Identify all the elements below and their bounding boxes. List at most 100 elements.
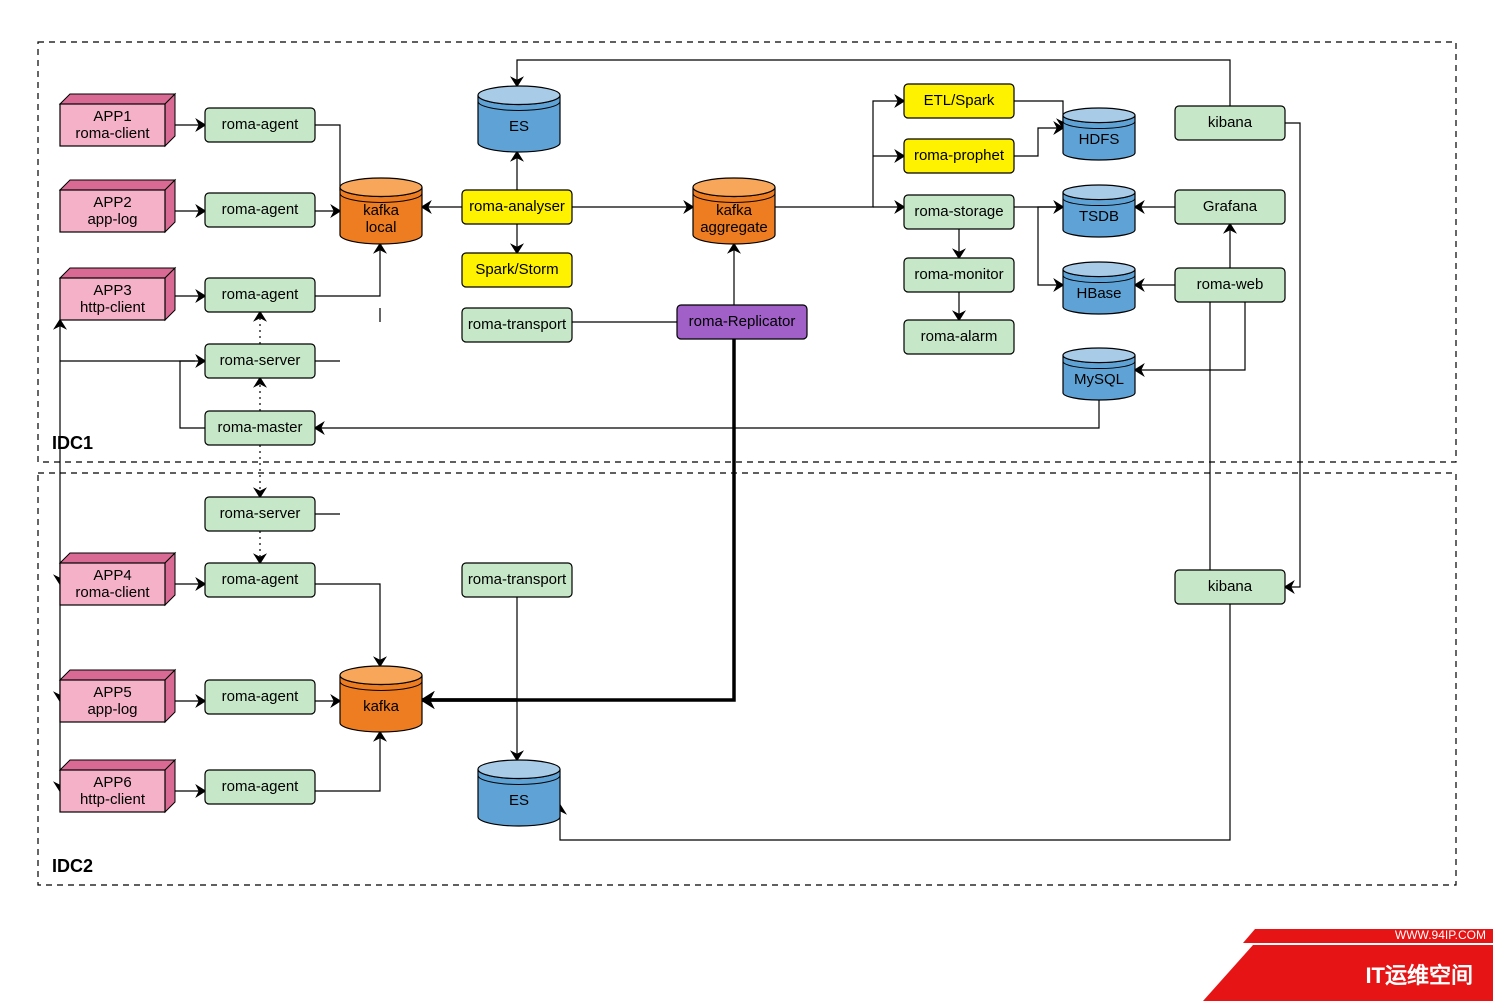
- node-server2: roma-server: [205, 497, 315, 531]
- svg-text:roma-agent: roma-agent: [222, 201, 300, 218]
- node-app2: APP2app-log: [60, 180, 175, 232]
- edge-36: [1210, 302, 1285, 587]
- node-replicator: roma-Replicator: [677, 305, 807, 339]
- edge-8: [315, 244, 380, 296]
- node-etlspark: ETL/Spark: [904, 84, 1014, 118]
- node-app6: APP6http-client: [60, 760, 175, 812]
- node-kafka2: kafka: [340, 666, 422, 732]
- svg-text:roma-agent: roma-agent: [222, 688, 300, 705]
- svg-text:local: local: [366, 219, 397, 236]
- node-app4: APP4roma-client: [60, 553, 175, 605]
- node-es2: ES: [478, 760, 560, 826]
- svg-text:app-log: app-log: [87, 701, 137, 718]
- svg-text:roma-agent: roma-agent: [222, 116, 300, 133]
- svg-text:roma-server: roma-server: [220, 505, 301, 522]
- node-hbase: HBase: [1063, 262, 1135, 314]
- svg-text:HBase: HBase: [1076, 285, 1121, 302]
- svg-text:WWW.94IP.COM: WWW.94IP.COM: [1395, 928, 1486, 942]
- node-tsdb: TSDB: [1063, 185, 1135, 237]
- node-es1: ES: [478, 86, 560, 152]
- svg-text:app-log: app-log: [87, 211, 137, 228]
- nodes-layer: APP1roma-clientAPP2app-logAPP3http-clien…: [60, 84, 1285, 826]
- svg-text:roma-client: roma-client: [75, 584, 150, 601]
- svg-text:roma-monitor: roma-monitor: [914, 266, 1003, 283]
- svg-text:ES: ES: [509, 118, 529, 135]
- node-transport2: roma-transport: [462, 563, 572, 597]
- svg-text:ETL/Spark: ETL/Spark: [924, 92, 995, 109]
- svg-text:roma-transport: roma-transport: [468, 571, 567, 588]
- svg-text:kafka: kafka: [363, 698, 400, 715]
- svg-text:roma-client: roma-client: [75, 125, 150, 142]
- edge-20: [1014, 101, 1063, 128]
- node-agent3: roma-agent: [205, 278, 315, 312]
- node-mysql: MySQL: [1063, 348, 1135, 400]
- svg-text:APP2: APP2: [93, 194, 131, 211]
- svg-text:APP3: APP3: [93, 282, 131, 299]
- svg-text:kibana: kibana: [1208, 578, 1253, 595]
- edge-30: [315, 584, 380, 666]
- node-transport1: roma-transport: [462, 308, 572, 342]
- node-agent1: roma-agent: [205, 108, 315, 142]
- node-romaweb: roma-web: [1175, 268, 1285, 302]
- node-master: roma-master: [205, 411, 315, 445]
- svg-text:roma-master: roma-master: [217, 419, 302, 436]
- node-app5: APP5app-log: [60, 670, 175, 722]
- svg-text:Grafana: Grafana: [1203, 198, 1258, 215]
- svg-text:APP6: APP6: [93, 774, 131, 791]
- svg-text:http-client: http-client: [80, 299, 146, 316]
- edge-35: [1285, 123, 1300, 587]
- edge-32: [315, 732, 380, 791]
- svg-text:aggregate: aggregate: [700, 219, 768, 236]
- svg-text:roma-agent: roma-agent: [222, 778, 300, 795]
- banner: WWW.94IP.COM IT运维空间: [1203, 928, 1493, 1001]
- svg-text:roma-analyser: roma-analyser: [469, 198, 565, 215]
- node-hdfs: HDFS: [1063, 108, 1135, 160]
- node-monitor: roma-monitor: [904, 258, 1014, 292]
- svg-text:MySQL: MySQL: [1074, 371, 1124, 388]
- node-grafana: Grafana: [1175, 190, 1285, 224]
- edge-21: [1014, 128, 1063, 156]
- edge-38: [422, 305, 734, 700]
- edge-6: [315, 125, 355, 190]
- node-server1: roma-server: [205, 344, 315, 378]
- edge-15: [775, 101, 904, 207]
- svg-text:roma-server: roma-server: [220, 352, 301, 369]
- svg-text:kafka: kafka: [363, 202, 400, 219]
- svg-text:ES: ES: [509, 792, 529, 809]
- edge-23: [1038, 207, 1063, 285]
- svg-text:APP1: APP1: [93, 108, 131, 125]
- node-agent6: roma-agent: [205, 770, 315, 804]
- node-app1: APP1roma-client: [60, 94, 175, 146]
- svg-text:kafka: kafka: [716, 202, 753, 219]
- svg-text:roma-storage: roma-storage: [914, 203, 1003, 220]
- svg-text:roma-web: roma-web: [1197, 276, 1264, 293]
- node-analyser: roma-analyser: [462, 190, 572, 224]
- edges-layer: [60, 60, 1300, 840]
- svg-text:roma-agent: roma-agent: [222, 286, 300, 303]
- node-alarm: roma-alarm: [904, 320, 1014, 354]
- node-sparkstorm: Spark/Storm: [462, 253, 572, 287]
- svg-text:HDFS: HDFS: [1079, 131, 1120, 148]
- svg-text:kibana: kibana: [1208, 114, 1253, 131]
- svg-text:roma-prophet: roma-prophet: [914, 147, 1005, 164]
- node-prophet: roma-prophet: [904, 139, 1014, 173]
- node-agent5: roma-agent: [205, 680, 315, 714]
- svg-text:IT运维空间: IT运维空间: [1365, 963, 1473, 988]
- node-app3: APP3http-client: [60, 268, 175, 320]
- diagram-root: IDC1IDC2APP1roma-clientAPP2app-logAPP3ht…: [0, 0, 1493, 1001]
- svg-text:TSDB: TSDB: [1079, 208, 1119, 225]
- region-idc1: IDC1: [38, 42, 1456, 462]
- svg-text:roma-agent: roma-agent: [222, 571, 300, 588]
- node-kibana2: kibana: [1175, 570, 1285, 604]
- node-storage: roma-storage: [904, 195, 1014, 229]
- node-kafkaLocal: kafkalocal: [340, 178, 422, 244]
- svg-text:IDC2: IDC2: [52, 856, 93, 876]
- node-kibana1: kibana: [1175, 106, 1285, 140]
- edge-28: [315, 400, 1099, 428]
- svg-text:APP4: APP4: [93, 567, 131, 584]
- svg-text:APP5: APP5: [93, 684, 131, 701]
- node-agent4: roma-agent: [205, 563, 315, 597]
- node-kafkaAgg: kafkaaggregate: [693, 178, 775, 244]
- svg-text:IDC1: IDC1: [52, 433, 93, 453]
- edge-27: [1135, 302, 1245, 370]
